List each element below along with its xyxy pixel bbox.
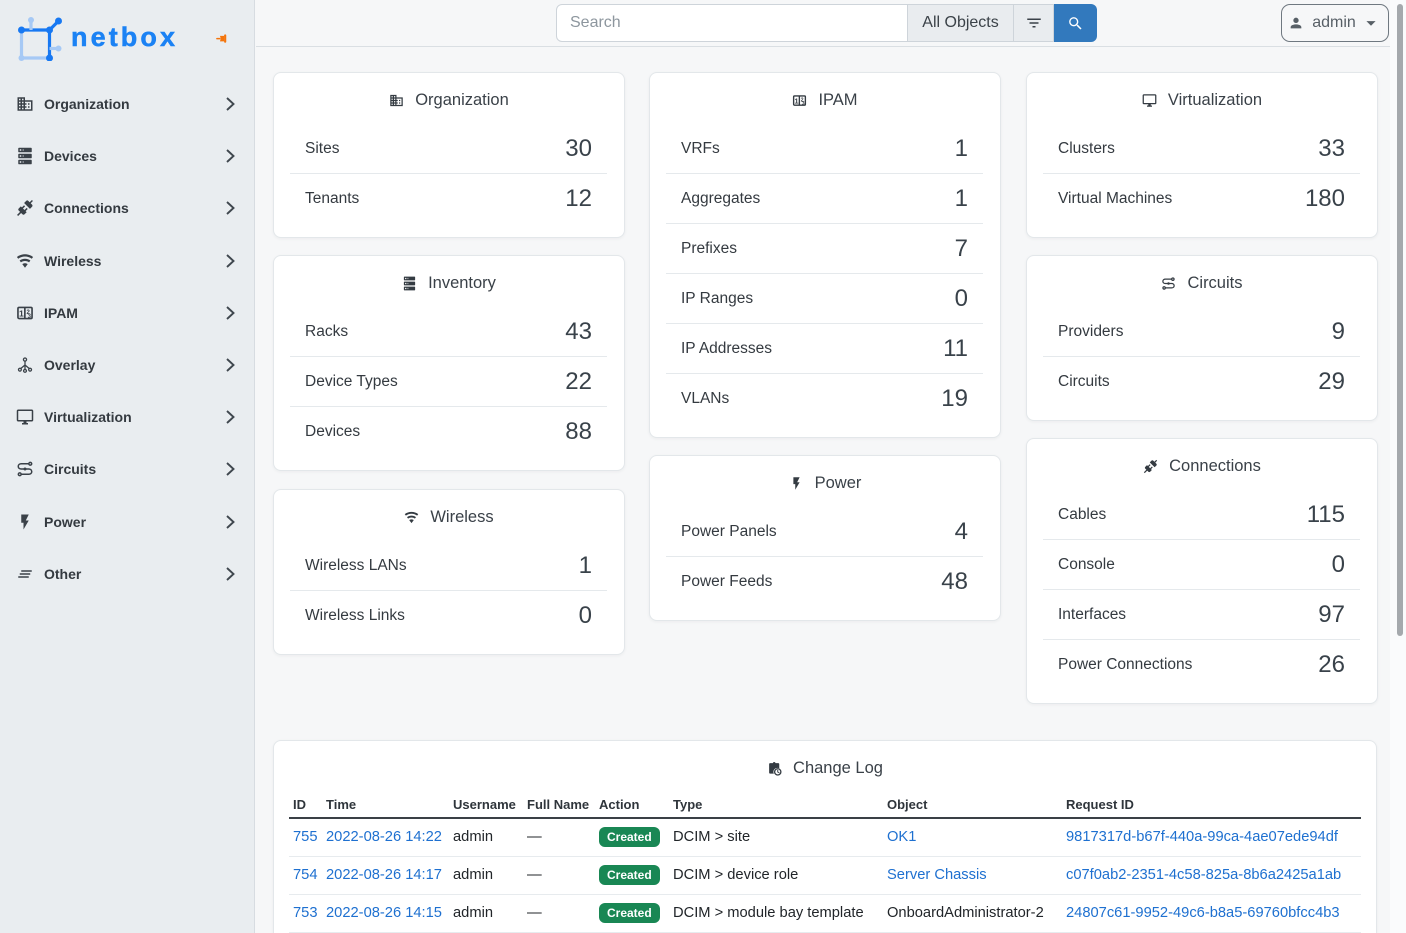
svg-text:3: 3	[802, 100, 805, 106]
svg-text:2: 2	[801, 97, 804, 103]
svg-text:3: 3	[28, 314, 32, 320]
svg-text:1: 1	[19, 308, 24, 318]
svg-text:1: 1	[795, 97, 799, 105]
svg-text:2: 2	[26, 310, 30, 316]
